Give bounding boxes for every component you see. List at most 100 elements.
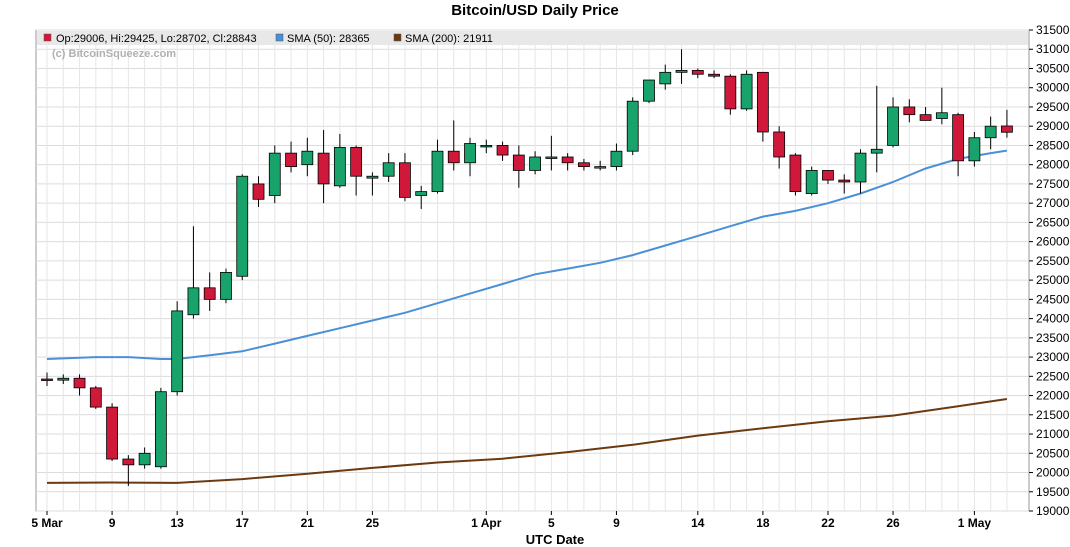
y-tick-label: 20500 (1036, 446, 1070, 460)
candle-body (1001, 125, 1013, 133)
candle (399, 153, 411, 202)
candle-body (171, 310, 184, 393)
y-tick-label: 19500 (1036, 485, 1070, 499)
candle-body (870, 148, 883, 154)
candle-body (610, 150, 623, 168)
candle (220, 268, 232, 304)
candle-body (203, 287, 216, 300)
candle-body (626, 100, 639, 152)
legend-sma50: SMA (50): 28365 (287, 33, 370, 45)
candle (236, 174, 249, 281)
candle-body (822, 170, 834, 181)
candle (773, 126, 786, 169)
y-tick-label: 20000 (1036, 466, 1070, 480)
candle-body (529, 156, 541, 171)
candle-body (447, 150, 460, 164)
candle (968, 131, 981, 167)
candle-body (968, 137, 981, 162)
candle (691, 68, 704, 79)
candle (610, 143, 623, 171)
candle-body (57, 377, 70, 381)
y-tick-label: 22000 (1036, 389, 1070, 403)
y-tick-label: 29000 (1036, 119, 1070, 133)
candle-body (854, 152, 867, 183)
candle (106, 403, 118, 461)
x-tick-label: 22 (821, 516, 835, 530)
legend-swatch-sma200 (393, 33, 402, 42)
candle-body (350, 146, 363, 177)
x-tick-label: 1 Apr (471, 516, 502, 530)
chart-title: Bitcoin/USD Daily Price (451, 2, 619, 19)
candle (496, 141, 509, 161)
candle (838, 174, 851, 194)
candle (89, 385, 102, 410)
candle (789, 153, 802, 196)
candle-body (106, 406, 118, 460)
candle (756, 71, 769, 142)
candle (317, 130, 330, 204)
candle-body (708, 73, 720, 77)
candle (919, 106, 932, 121)
candle-body (154, 391, 167, 468)
y-tick-label: 31500 (1036, 23, 1070, 37)
candle (73, 374, 86, 396)
y-tick-label: 19000 (1036, 504, 1070, 518)
x-tick-label: 1 May (958, 516, 992, 530)
y-tick-label: 28500 (1036, 138, 1070, 152)
candle (935, 87, 948, 125)
y-tick-label: 25500 (1036, 254, 1070, 268)
candle (952, 112, 965, 177)
candle (805, 166, 818, 196)
candles (41, 49, 1013, 486)
candle (203, 272, 216, 311)
y-tick-label: 21000 (1036, 427, 1070, 441)
candle-body (317, 152, 330, 185)
candle-body (480, 145, 493, 148)
candle-body (496, 145, 509, 156)
candle (138, 447, 151, 469)
candle (366, 172, 379, 196)
candle (594, 160, 607, 171)
legend-sma200: SMA (200): 21911 (405, 33, 493, 45)
x-tick-label: 9 (109, 516, 116, 530)
candle-body (578, 162, 590, 168)
y-tick-label: 26500 (1036, 215, 1070, 229)
y-axis: 19000 19500 20000 20500 21000 21500 22000 22500… (1029, 23, 1070, 518)
candle (382, 153, 395, 182)
x-tick-label: 14 (691, 516, 705, 530)
candle (447, 120, 460, 171)
y-tick-label: 24000 (1036, 312, 1070, 326)
candle-body (366, 175, 379, 179)
candle (1001, 109, 1013, 138)
x-tick-label: 5 Mar (31, 516, 63, 530)
candle (512, 145, 525, 188)
candle-body (545, 156, 558, 159)
candle (822, 170, 834, 184)
x-axis: 5 Mar 9 13 17 21 25 1 Apr 5 9 14 18 22 26 1 May (31, 511, 991, 530)
x-tick-label: 26 (886, 516, 900, 530)
candle-body (919, 114, 932, 121)
candle (464, 137, 476, 177)
y-tick-label: 22500 (1036, 369, 1070, 383)
candle-body (187, 287, 200, 316)
candle (545, 135, 558, 171)
candle-body (333, 146, 346, 187)
y-tick-label: 30500 (1036, 61, 1070, 75)
y-tick-label: 31000 (1036, 42, 1070, 56)
plot-background (35, 29, 1030, 512)
y-tick-label: 26000 (1036, 235, 1070, 249)
candle-body (740, 73, 753, 110)
candle (659, 64, 672, 90)
candle-body (838, 179, 851, 183)
candle-body (789, 154, 802, 193)
candle (333, 133, 346, 188)
legend-background (37, 31, 1028, 45)
candle (626, 97, 639, 156)
candle-body (691, 70, 704, 75)
candle (887, 97, 899, 148)
legend-ohlc: Op:29006, Hi:29425, Lo:28702, Cl:28843 (56, 33, 257, 45)
candle (154, 387, 167, 469)
candle-body (268, 152, 281, 196)
candle (171, 301, 184, 396)
